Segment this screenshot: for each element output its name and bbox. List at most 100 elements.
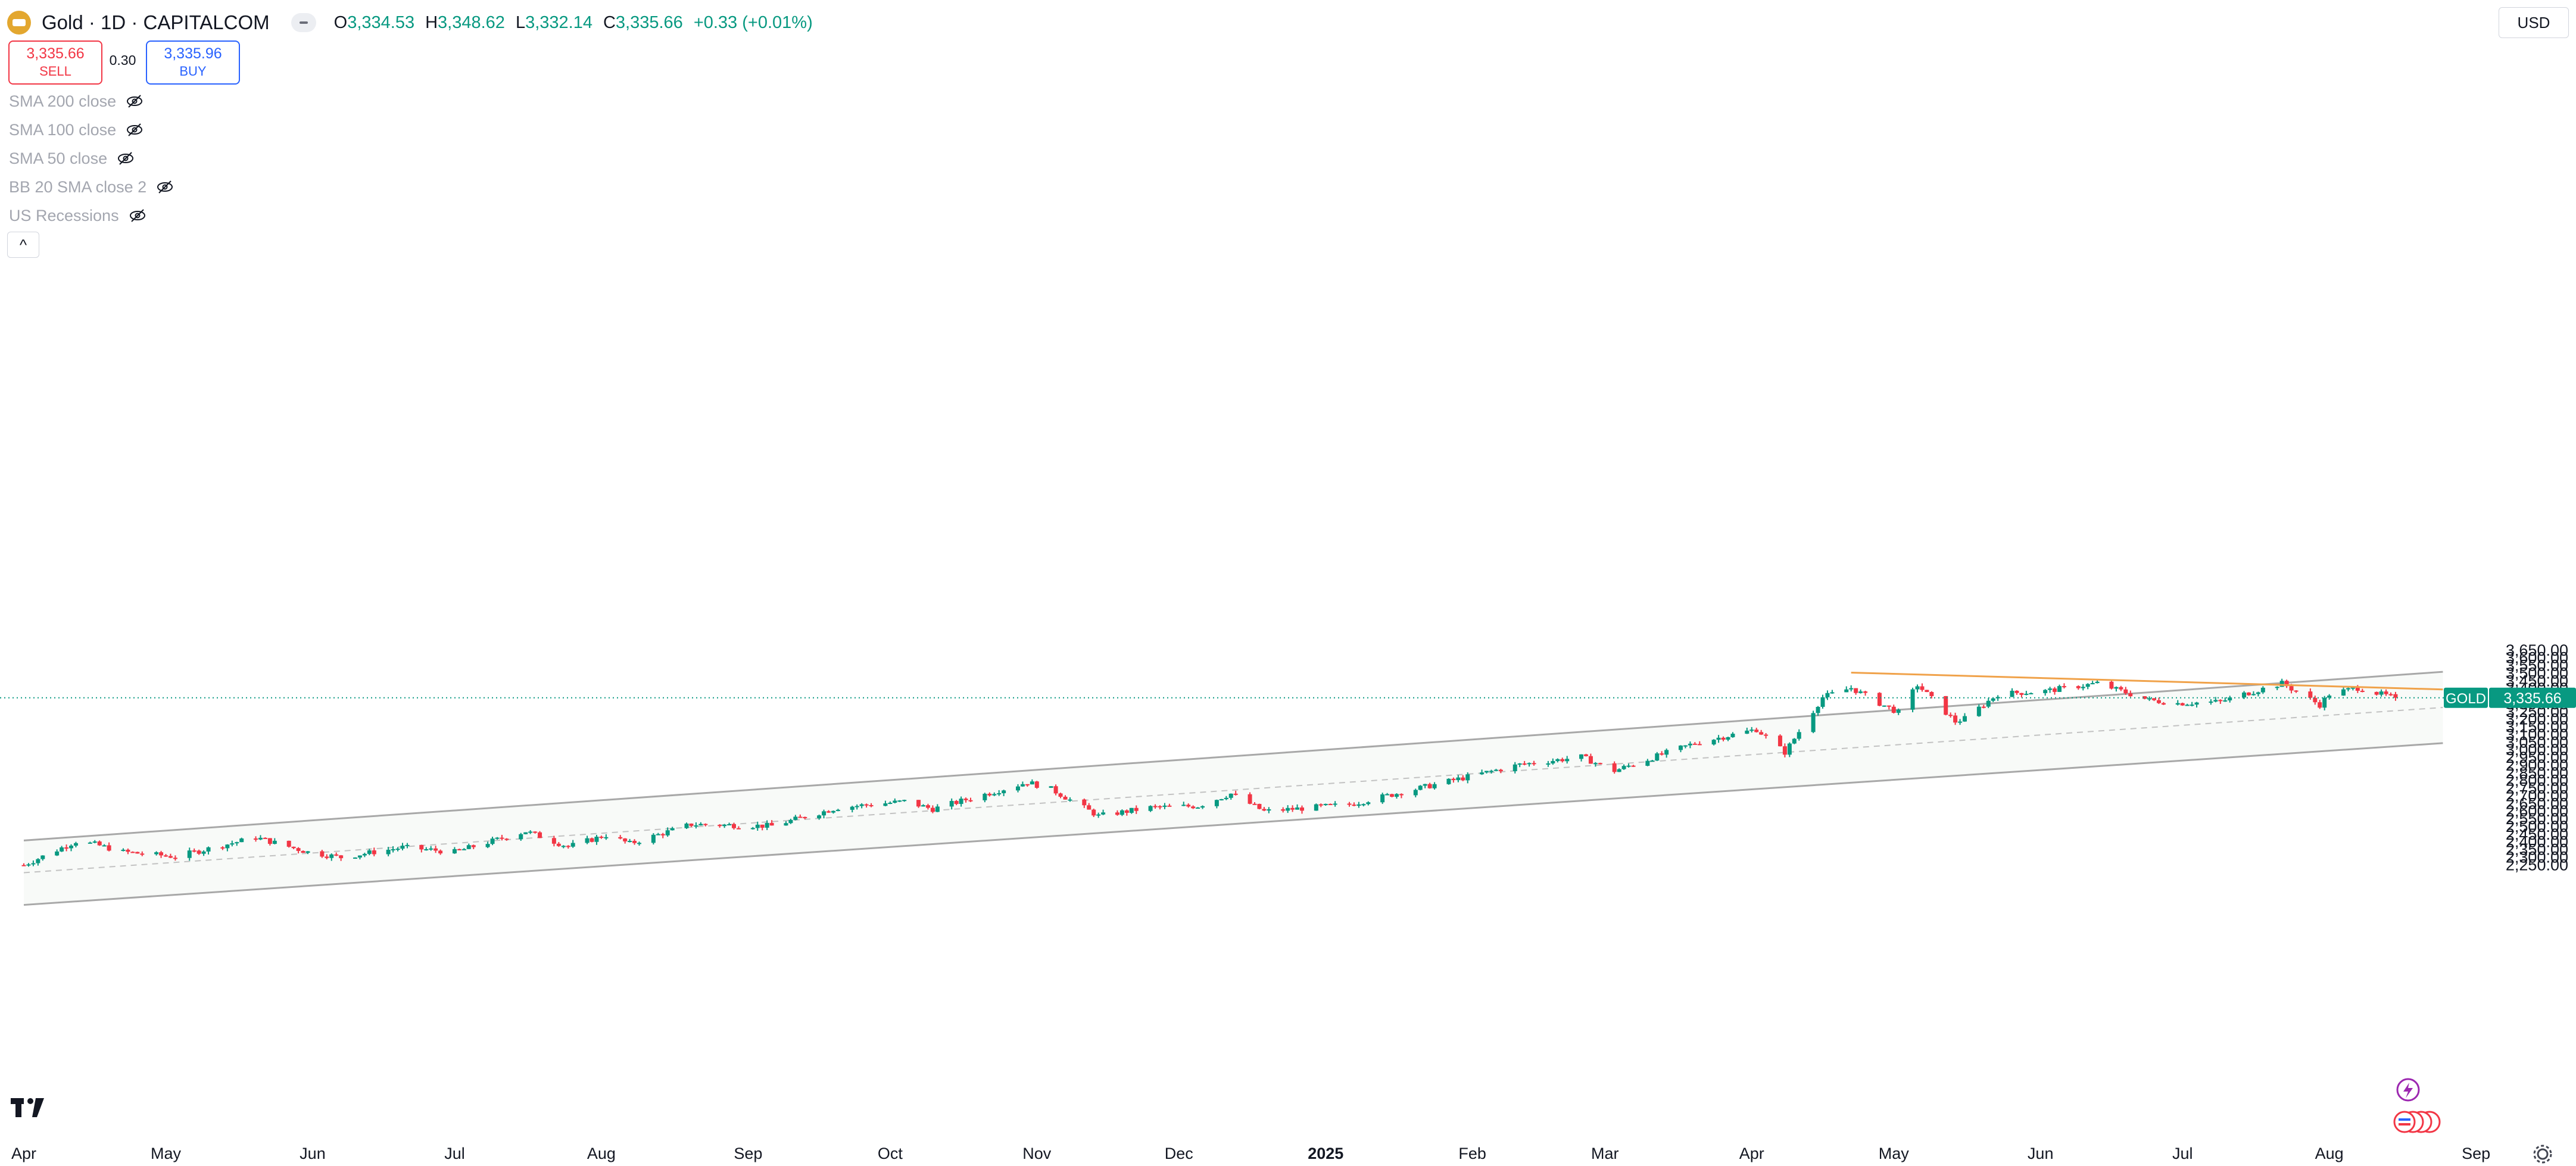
flag-icon[interactable] [2393, 1111, 2441, 1133]
candle-body[interactable] [1200, 806, 1205, 808]
candle-body[interactable] [102, 845, 107, 847]
candle-body[interactable] [968, 800, 973, 802]
candle-body[interactable] [1660, 753, 1664, 755]
candle-body[interactable] [1688, 743, 1692, 746]
candle-body[interactable] [291, 846, 296, 849]
candle-body[interactable] [1764, 734, 1769, 736]
candle-body[interactable] [1049, 786, 1053, 788]
candle-body[interactable] [722, 824, 727, 827]
candle-body[interactable] [1650, 760, 1655, 762]
candle-body[interactable] [850, 806, 854, 810]
candle-body[interactable] [1030, 781, 1034, 785]
candle-body[interactable] [533, 831, 538, 833]
candle-body[interactable] [959, 799, 963, 805]
candle-body[interactable] [2081, 687, 2085, 688]
buy-button[interactable]: 3,335.96 BUY [146, 40, 240, 85]
candle-body[interactable] [1797, 732, 1801, 739]
eye-hidden-icon[interactable] [156, 178, 174, 196]
candle-body[interactable] [1527, 763, 1532, 765]
candle-body[interactable] [992, 794, 997, 796]
candle-body[interactable] [538, 832, 542, 838]
candle-body[interactable] [461, 849, 466, 850]
candle-body[interactable] [1134, 808, 1139, 811]
candle-body[interactable] [1101, 812, 1106, 815]
candle-body[interactable] [357, 855, 362, 858]
candle-body[interactable] [1986, 700, 1991, 707]
candle-body[interactable] [296, 848, 301, 851]
candle-body[interactable] [1423, 784, 1427, 786]
currency-selector[interactable]: USD [2499, 7, 2569, 38]
candle-body[interactable] [1522, 763, 1527, 765]
candle-body[interactable] [1915, 686, 1920, 690]
candle-body[interactable] [2294, 690, 2299, 692]
candle-body[interactable] [1356, 804, 1361, 806]
candle-body[interactable] [1617, 769, 1621, 772]
candle-body[interactable] [528, 831, 533, 833]
candle-body[interactable] [485, 844, 490, 847]
candle-body[interactable] [126, 849, 130, 852]
candle-body[interactable] [239, 838, 244, 843]
candle-body[interactable] [1579, 754, 1584, 759]
candle-body[interactable] [159, 852, 164, 856]
candle-body[interactable] [263, 837, 267, 839]
candle-body[interactable] [2152, 698, 2156, 700]
candle-body[interactable] [1976, 706, 1981, 716]
candle-body[interactable] [2213, 700, 2218, 702]
candle-body[interactable] [2014, 690, 2019, 693]
candle-body[interactable] [930, 808, 935, 812]
candle-body[interactable] [1290, 808, 1295, 810]
candle-body[interactable] [694, 825, 698, 827]
candle-body[interactable] [859, 804, 864, 806]
candle-body[interactable] [1991, 698, 1995, 701]
candle-body[interactable] [1612, 763, 1617, 772]
candle-body[interactable] [1025, 784, 1030, 785]
candle-body[interactable] [471, 845, 476, 847]
candle-body[interactable] [135, 852, 140, 854]
candle-body[interactable] [2019, 693, 2024, 695]
candle-body[interactable] [1196, 808, 1200, 809]
candle-body[interactable] [1248, 794, 1252, 804]
candle-body[interactable] [1854, 688, 1858, 693]
candle-body[interactable] [1380, 794, 1385, 803]
candle-body[interactable] [556, 843, 561, 846]
candle-body[interactable] [254, 838, 258, 840]
indicator-sma-50[interactable]: SMA 50 close [9, 148, 135, 169]
candle-body[interactable] [97, 841, 102, 846]
candle-body[interactable] [329, 854, 334, 858]
candle-body[interactable] [40, 855, 45, 859]
candle-body[interactable] [637, 843, 641, 844]
candle-body[interactable] [1787, 743, 1792, 755]
candle-body[interactable] [983, 793, 987, 800]
candle-body[interactable] [1119, 810, 1124, 815]
candle-body[interactable] [2355, 687, 2360, 691]
candle-body[interactable] [1963, 716, 1967, 722]
candle-body[interactable] [585, 838, 590, 843]
candle-body[interactable] [1593, 763, 1598, 765]
candle-body[interactable] [883, 803, 888, 806]
eye-hidden-icon[interactable] [129, 207, 146, 225]
candle-body[interactable] [1082, 799, 1087, 806]
candle-body[interactable] [2313, 697, 2318, 703]
candle-body[interactable] [1811, 713, 1816, 732]
candle-body[interactable] [1224, 797, 1228, 799]
candle-body[interactable] [192, 850, 197, 852]
candle-body[interactable] [164, 855, 168, 857]
candle-body[interactable] [1626, 765, 1631, 767]
candle-body[interactable] [452, 849, 457, 854]
more-options-button[interactable] [291, 13, 316, 32]
candle-body[interactable] [2327, 695, 2332, 698]
candle-body[interactable] [765, 822, 769, 828]
candle-body[interactable] [1546, 763, 1551, 765]
candle-body[interactable] [827, 811, 831, 813]
candle-body[interactable] [665, 830, 670, 835]
candle-body[interactable] [1451, 778, 1456, 780]
candle-body[interactable] [334, 854, 339, 856]
candle-body[interactable] [2247, 692, 2251, 696]
candle-body[interactable] [1461, 777, 1465, 781]
candle-body[interactable] [1191, 806, 1196, 809]
candle-body[interactable] [1087, 805, 1091, 810]
candle-body[interactable] [921, 805, 925, 807]
candle-body[interactable] [2076, 686, 2081, 688]
candle-body[interactable] [1281, 809, 1286, 811]
candle-body[interactable] [793, 816, 798, 820]
